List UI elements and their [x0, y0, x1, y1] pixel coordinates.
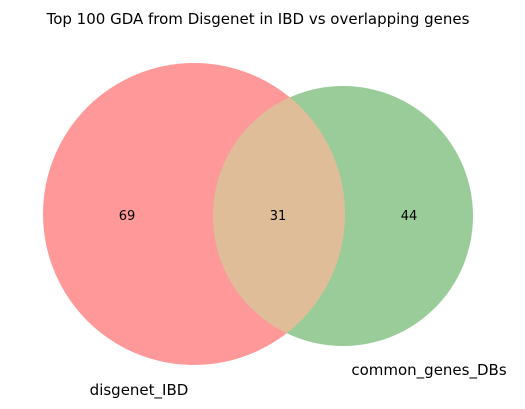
intersection-count: 31: [270, 209, 287, 224]
set-a-only-count: 69: [119, 209, 136, 224]
set-b-only-count: 44: [401, 209, 418, 224]
set-b-label: common_genes_DBs: [351, 361, 506, 380]
intersection-region: [213, 86, 345, 346]
set-a-label: disgenet_IBD: [90, 381, 189, 400]
diagram-title: Top 100 GDA from Disgenet in IBD vs over…: [46, 10, 470, 28]
